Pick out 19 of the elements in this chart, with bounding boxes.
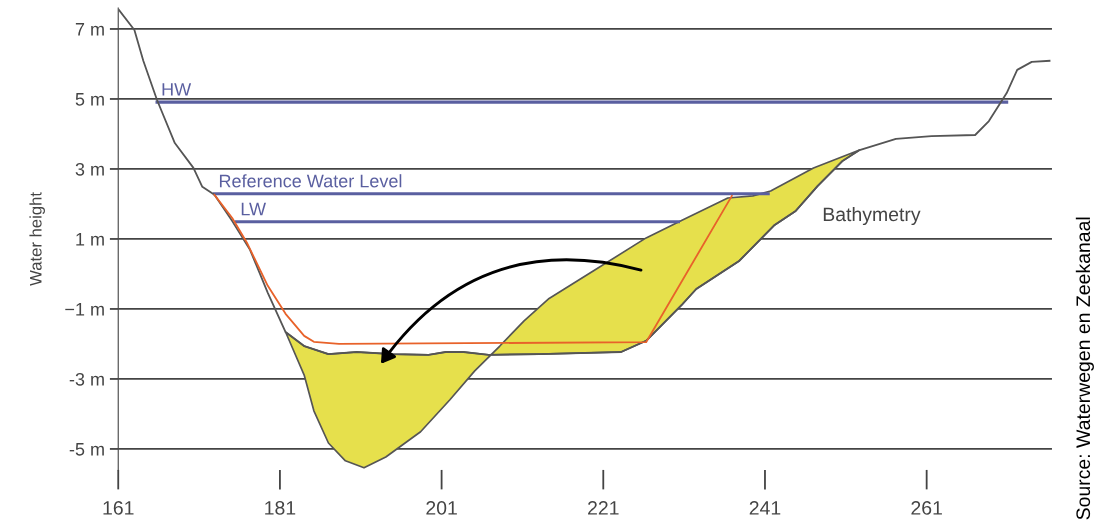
y-tick-label: 7 m <box>75 23 104 36</box>
y-tick-label: -5 m <box>69 443 104 456</box>
x-tick-label: 181 <box>265 501 296 515</box>
x-tick-label: 261 <box>911 501 942 515</box>
y-axis-title: Water height <box>29 192 45 286</box>
x-tick-label: 221 <box>588 501 619 515</box>
y-tick-label: 5 m <box>75 93 104 106</box>
x-tick-label: 161 <box>103 501 134 515</box>
source-note: Source: Waterwegen en Zeekanaal <box>1075 217 1094 520</box>
y-tick-label: −1 m <box>65 303 104 316</box>
annotation: Bathymetry <box>823 206 921 226</box>
series-label: HW <box>162 83 192 96</box>
y-tick-label: 1 m <box>76 233 104 246</box>
x-tick-label: 241 <box>749 501 781 515</box>
x-tick-label: 201 <box>426 501 457 515</box>
series-label: LW <box>241 202 266 216</box>
series-label: Reference Water Level <box>219 174 402 188</box>
y-tick-label: -3 m <box>69 372 104 386</box>
y-tick-label: 3 m <box>75 162 104 176</box>
